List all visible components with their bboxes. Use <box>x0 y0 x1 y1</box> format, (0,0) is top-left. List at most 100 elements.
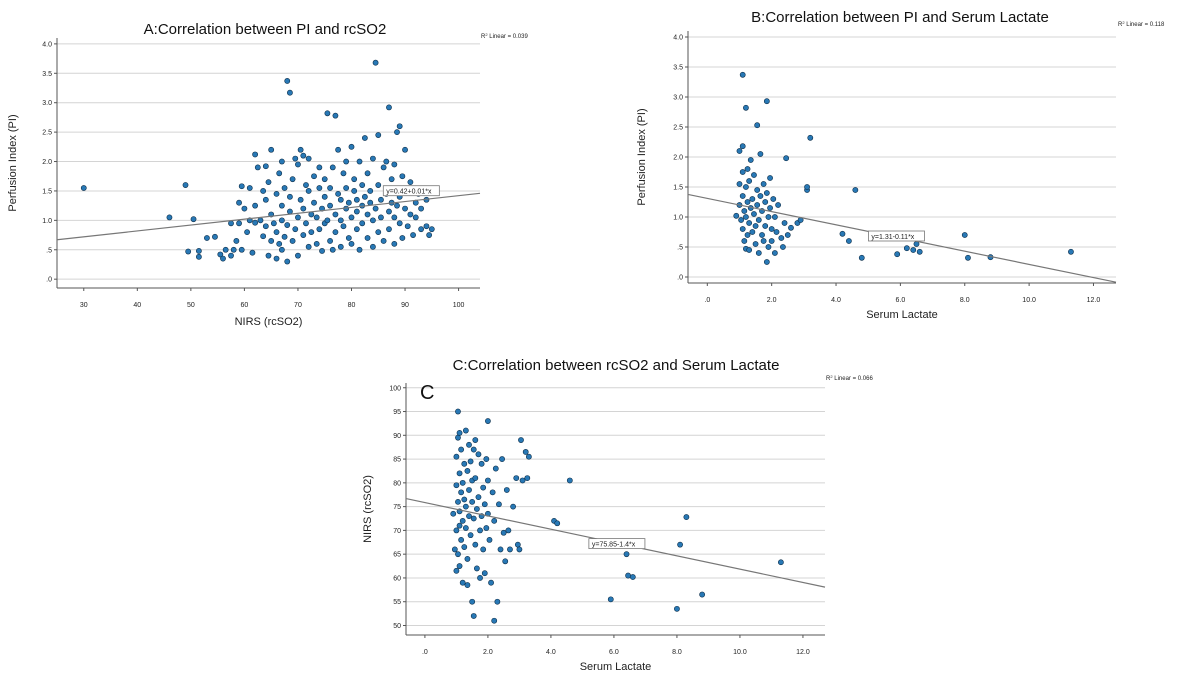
data-point <box>778 235 785 241</box>
data-point <box>305 243 312 250</box>
x-tick-label: 12.0 <box>1087 297 1101 304</box>
y-tick-label: 70 <box>393 528 401 535</box>
y-tick-label: 85 <box>393 457 401 464</box>
y-tick-label: 2.5 <box>42 130 52 137</box>
data-point <box>195 248 202 254</box>
data-point <box>754 187 761 193</box>
data-point <box>743 184 749 190</box>
data-point <box>507 546 513 553</box>
data-point <box>80 185 87 191</box>
y-tick-label: 1.5 <box>673 185 683 192</box>
data-point <box>464 468 471 474</box>
data-point <box>391 214 398 221</box>
data-point <box>375 229 382 236</box>
data-point <box>464 556 471 562</box>
x-tick-label: 4.0 <box>831 297 841 304</box>
data-point <box>396 123 403 130</box>
data-point <box>765 244 772 250</box>
x-axis-label: Serum Lactate <box>580 661 652 673</box>
data-point <box>356 158 363 165</box>
data-point <box>499 456 505 462</box>
y-axis-label: NIRS (rcSO2) <box>362 475 374 543</box>
data-point <box>284 78 291 84</box>
data-point <box>292 155 299 162</box>
data-point <box>469 598 476 605</box>
data-point <box>961 232 968 238</box>
data-point <box>749 196 756 202</box>
data-point <box>268 146 275 153</box>
data-point <box>780 244 786 250</box>
data-point <box>453 527 460 534</box>
data-point <box>418 226 425 233</box>
x-tick-label: 6.0 <box>609 649 619 656</box>
data-point <box>380 238 387 244</box>
data-point <box>364 235 371 241</box>
y-tick-label: 4.0 <box>673 35 683 42</box>
data-point <box>754 202 761 208</box>
y-tick-label: .5 <box>677 245 683 252</box>
data-point <box>747 157 754 163</box>
equation-label: y=75.85-1.4*x <box>592 541 636 548</box>
data-point <box>244 229 250 236</box>
data-point <box>289 176 296 183</box>
data-point <box>783 155 790 162</box>
data-point <box>399 173 406 180</box>
data-point <box>760 181 767 187</box>
data-point <box>781 220 788 226</box>
data-point <box>456 563 463 569</box>
data-point <box>321 176 328 183</box>
data-point <box>500 529 507 536</box>
data-point <box>746 247 753 253</box>
data-point <box>472 475 479 481</box>
data-point <box>629 574 636 580</box>
x-tick-label: 8.0 <box>672 649 682 656</box>
chart-title: A:Correlation between PI and rcSO2 <box>144 21 387 38</box>
data-point <box>340 223 347 230</box>
data-point <box>278 158 285 165</box>
data-point <box>335 146 342 153</box>
data-point <box>402 205 408 212</box>
data-point <box>491 617 498 624</box>
data-point <box>394 202 400 209</box>
data-point <box>760 238 767 244</box>
data-point <box>623 551 630 558</box>
data-point <box>466 487 472 493</box>
data-point <box>489 489 496 496</box>
data-point <box>423 223 430 230</box>
data-point <box>807 134 814 141</box>
data-point <box>744 166 751 172</box>
data-point <box>477 575 483 581</box>
data-point <box>228 252 234 259</box>
data-point <box>343 158 350 165</box>
data-point <box>281 233 288 240</box>
data-point <box>751 172 757 178</box>
data-point <box>773 229 780 235</box>
y-tick-label: 3.5 <box>42 71 52 78</box>
data-point <box>391 161 398 168</box>
data-point <box>353 208 360 215</box>
data-point <box>348 240 355 247</box>
data-point <box>316 226 323 233</box>
data-point <box>233 238 240 244</box>
x-tick-label: 10.0 <box>1022 297 1036 304</box>
data-point <box>456 430 463 436</box>
data-point <box>741 238 748 244</box>
data-point <box>404 223 411 230</box>
data-point <box>254 164 261 171</box>
data-point <box>402 146 408 153</box>
data-point <box>337 217 344 224</box>
data-point <box>375 132 382 138</box>
data-point <box>674 605 680 612</box>
data-point <box>513 475 520 481</box>
x-tick-label: 60 <box>241 302 249 309</box>
data-point <box>238 183 245 190</box>
y-tick-label: .0 <box>46 277 52 284</box>
data-point <box>386 208 392 215</box>
data-point <box>222 246 229 253</box>
data-point <box>383 158 390 165</box>
data-point <box>461 544 468 550</box>
data-point <box>763 259 770 265</box>
data-point <box>305 188 312 194</box>
data-point <box>496 501 502 508</box>
data-point <box>281 185 288 191</box>
